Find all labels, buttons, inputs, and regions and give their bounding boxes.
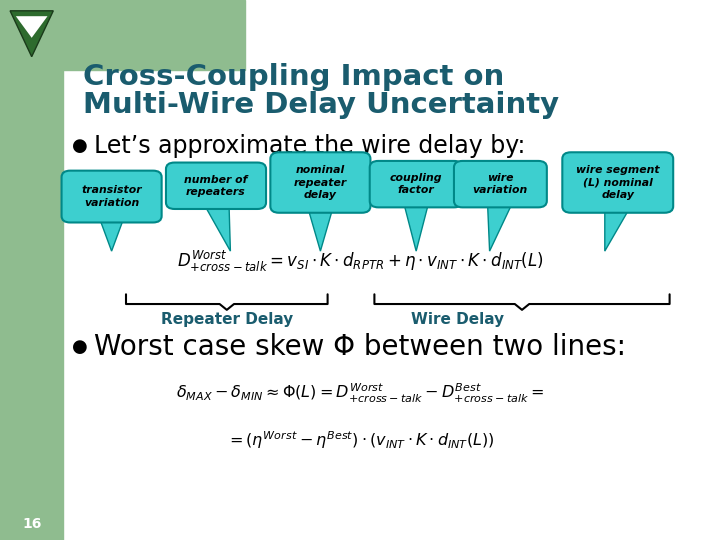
Text: wire
variation: wire variation: [473, 173, 528, 195]
Text: Let’s approximate the wire delay by:: Let’s approximate the wire delay by:: [94, 134, 525, 158]
Text: number of
repeaters: number of repeaters: [184, 174, 248, 197]
Text: Wire Delay: Wire Delay: [410, 312, 504, 327]
FancyBboxPatch shape: [166, 163, 266, 209]
Polygon shape: [605, 206, 631, 251]
Text: coupling
factor: coupling factor: [390, 173, 442, 195]
Polygon shape: [487, 201, 513, 251]
Text: ●: ●: [72, 137, 88, 155]
Bar: [0, 0, 245, 70]
Text: $\delta_{MAX} - \delta_{MIN} \approx \Phi(L) = D_{+cross-talk}^{Worst} - D_{+cro: $\delta_{MAX} - \delta_{MIN} \approx \Ph…: [176, 382, 544, 404]
Text: nominal
repeater
delay: nominal repeater delay: [294, 165, 347, 200]
Text: ●: ●: [72, 338, 88, 356]
Polygon shape: [99, 216, 125, 251]
Polygon shape: [307, 206, 333, 251]
Polygon shape: [16, 16, 48, 38]
Text: Multi-Wire Delay Uncertainty: Multi-Wire Delay Uncertainty: [83, 91, 559, 119]
Polygon shape: [203, 202, 230, 251]
Polygon shape: [10, 11, 53, 57]
Text: transistor
variation: transistor variation: [81, 185, 142, 208]
FancyBboxPatch shape: [62, 171, 162, 222]
Text: 16: 16: [22, 517, 41, 531]
Text: Worst case skew Φ between two lines:: Worst case skew Φ between two lines:: [94, 333, 626, 361]
FancyBboxPatch shape: [454, 161, 547, 207]
Text: Repeater Delay: Repeater Delay: [161, 312, 293, 327]
Text: $D_{+cross-talk}^{Worst} = v_{SI} \cdot K \cdot d_{RPTR} + \eta \cdot v_{INT} \c: $D_{+cross-talk}^{Worst} = v_{SI} \cdot …: [176, 249, 544, 274]
Polygon shape: [403, 201, 429, 251]
Bar: [0, 0, 63, 540]
Text: Cross-Coupling Impact on: Cross-Coupling Impact on: [83, 63, 504, 91]
FancyBboxPatch shape: [562, 152, 673, 213]
Text: $= (\eta^{Worst} - \eta^{Best}) \cdot (v_{INT} \cdot K \cdot d_{INT}(L))$: $= (\eta^{Worst} - \eta^{Best}) \cdot (v…: [226, 429, 494, 451]
Text: wire segment
(L) nominal
delay: wire segment (L) nominal delay: [576, 165, 660, 200]
FancyBboxPatch shape: [271, 152, 370, 213]
FancyBboxPatch shape: [370, 161, 462, 207]
